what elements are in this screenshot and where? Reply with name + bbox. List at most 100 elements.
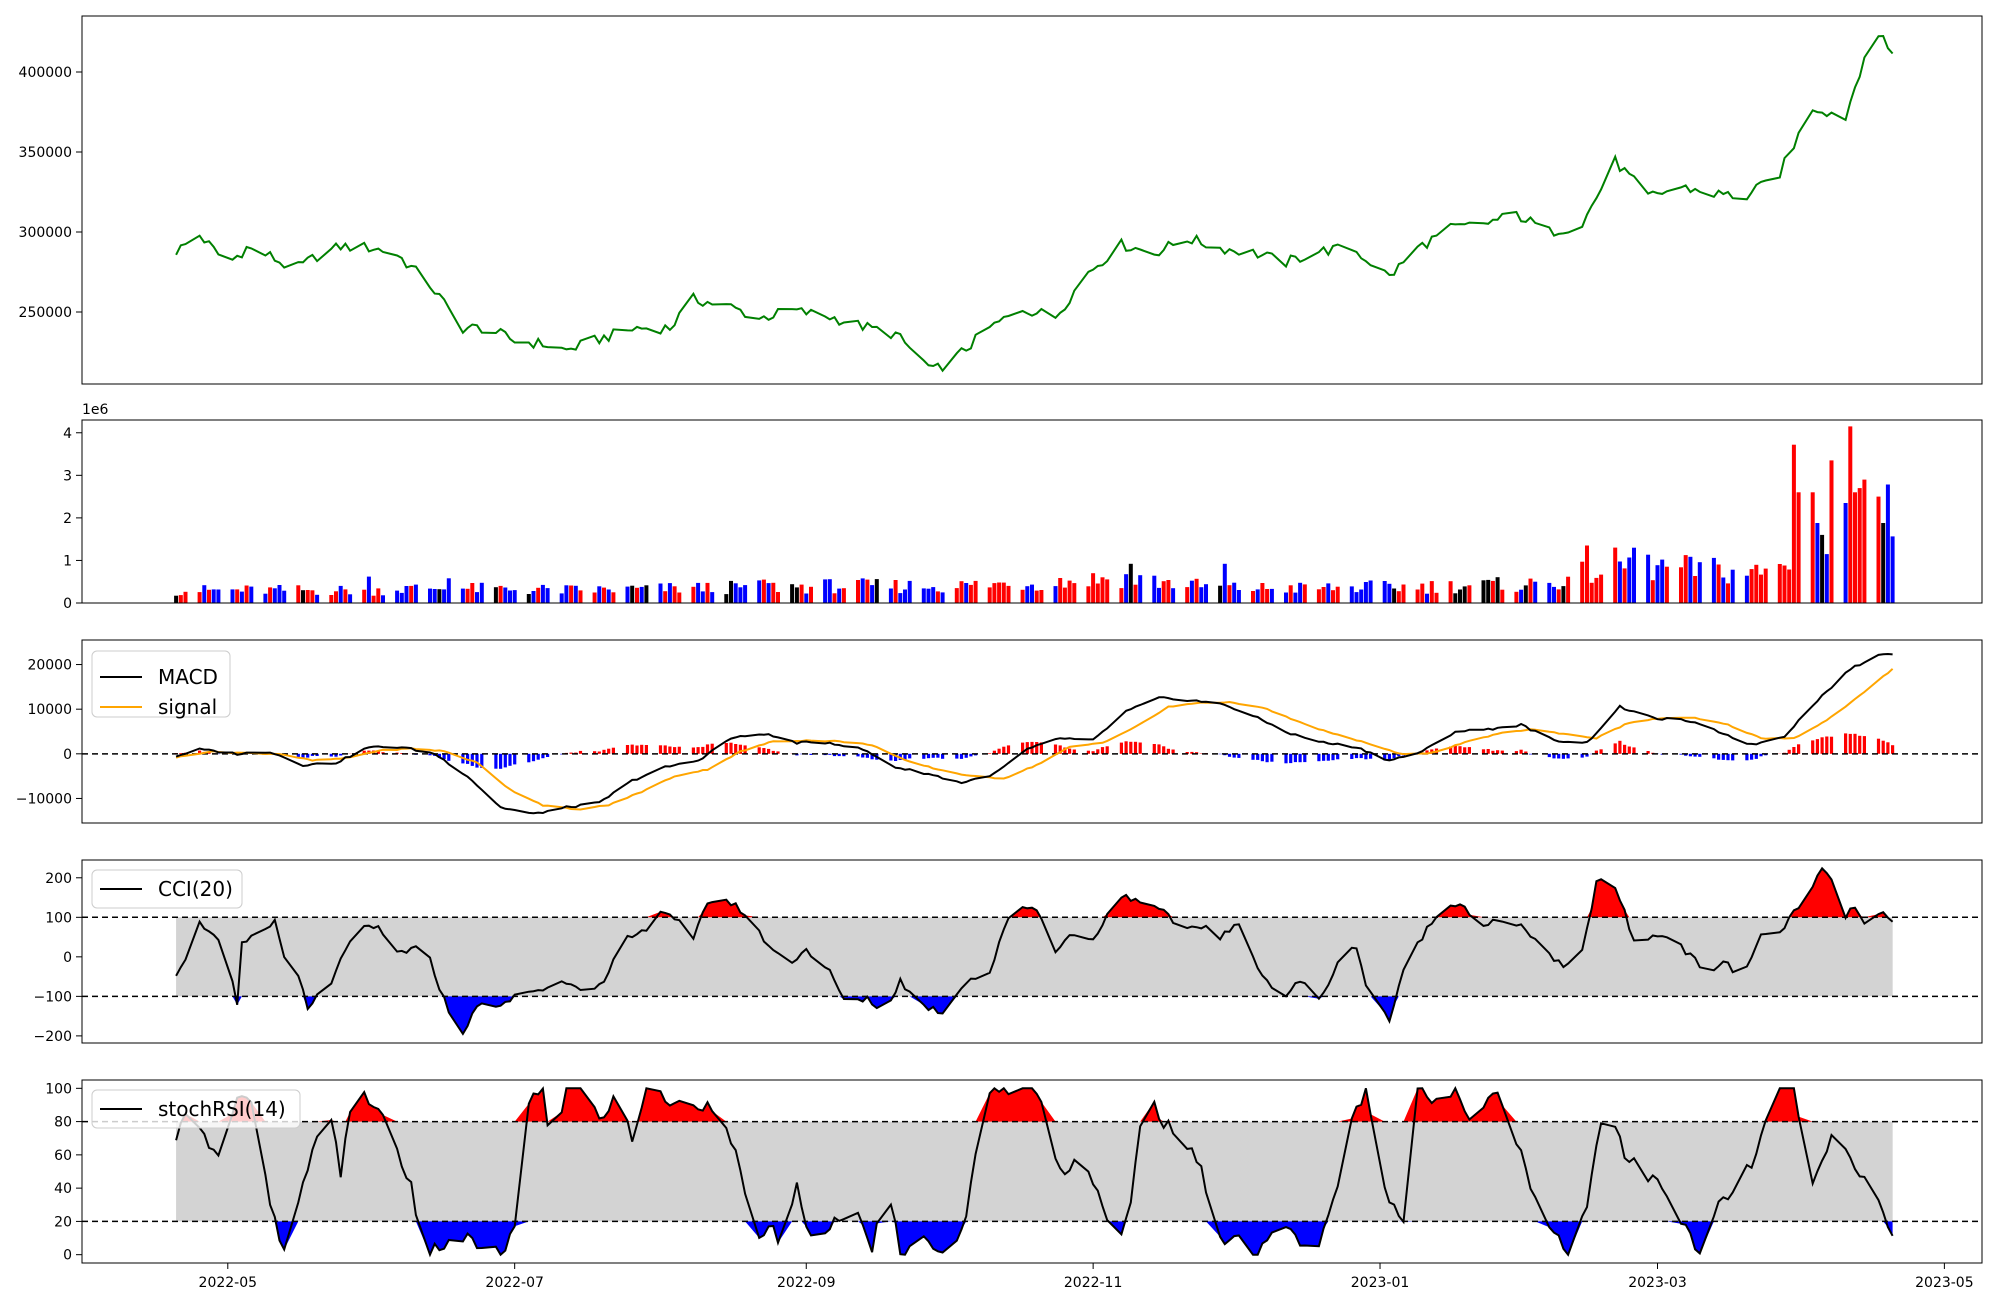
price-ytick-label: 300000: [19, 225, 72, 241]
volume-bar: [931, 587, 936, 603]
volume-bar: [1853, 492, 1857, 603]
stochrsi-ytick-label: 40: [54, 1181, 72, 1197]
volume-bar: [874, 579, 879, 603]
macd-histogram-bar: [1091, 751, 1095, 754]
xtick-label: 2022-09: [777, 1275, 836, 1291]
volume-bar: [545, 588, 550, 603]
macd-histogram-bar: [1331, 753, 1335, 761]
macd-histogram-bar: [710, 743, 714, 754]
volume-bar: [244, 585, 249, 603]
volume-bar: [1519, 589, 1524, 603]
macd-histogram-bar: [296, 753, 300, 758]
volume-bar: [174, 595, 179, 603]
macd-histogram-bar: [776, 751, 780, 754]
macd-histogram-bar: [1397, 753, 1401, 757]
volume-bar: [564, 585, 569, 603]
volume-panel: 0 1 2 3 4 1e6: [63, 402, 1983, 612]
volume-bar: [644, 585, 649, 603]
volume-bar: [1726, 583, 1730, 603]
volume-bar: [343, 589, 348, 603]
volume-bar: [635, 587, 639, 603]
volume-bar: [1617, 561, 1622, 603]
macd-histogram-bar: [437, 753, 441, 758]
macd-line: [175, 652, 1893, 815]
volume-bar: [1368, 580, 1373, 603]
volume-bar: [639, 586, 644, 603]
macd-histogram-bar: [1731, 753, 1735, 761]
macd-histogram-bar: [1053, 744, 1058, 754]
volume-bar: [1429, 581, 1434, 603]
volume-bar: [997, 582, 1002, 603]
volume-ytick-label: 2: [63, 511, 72, 527]
volume-bar: [1255, 589, 1260, 603]
volume-bar: [790, 584, 795, 603]
volume-bar: [1716, 564, 1721, 603]
volume-bar: [1679, 567, 1683, 603]
signal-line: [175, 668, 1894, 811]
volume-bar: [841, 588, 846, 603]
macd-histogram-bar: [569, 752, 573, 754]
volume-bar: [1354, 592, 1359, 603]
macd-histogram-bar: [306, 753, 310, 758]
volume-bar: [1185, 587, 1190, 603]
macd-histogram-bar: [1270, 753, 1274, 762]
macd-histogram-bar: [475, 753, 479, 768]
macd-histogram-bar: [894, 753, 898, 761]
volume-bar: [1157, 587, 1161, 603]
macd-histogram-bar: [1086, 750, 1090, 754]
macd-histogram-bar: [1152, 744, 1156, 754]
volume-bar: [898, 593, 903, 603]
cci-ytick-label: −100: [34, 989, 72, 1005]
macd-legend-box: [91, 650, 231, 718]
volume-bar: [870, 585, 875, 603]
macd-histogram-bar: [1190, 751, 1194, 754]
volume-bar: [1664, 566, 1669, 603]
macd-histogram-bar: [734, 744, 738, 754]
volume-bar: [1824, 554, 1829, 603]
macd-histogram-bar: [795, 753, 799, 756]
macd-histogram-bar: [1453, 745, 1457, 754]
volume-bar: [211, 589, 216, 603]
macd-histogram-bar: [705, 744, 710, 754]
volume-bar: [362, 589, 367, 603]
volume-bar: [959, 581, 964, 603]
volume-bar: [1302, 584, 1307, 603]
macd-ytick-label: 10000: [27, 702, 72, 718]
stochrsi-overbought-fill: [176, 1088, 1893, 1122]
volume-bar: [1730, 569, 1735, 603]
macd-histogram-bar: [955, 753, 959, 759]
xtick-label: 2022-07: [485, 1275, 544, 1291]
macd-histogram-bar: [499, 753, 503, 769]
volume-bar: [733, 583, 738, 603]
volume-bar: [479, 582, 484, 603]
stochrsi-band: [176, 1121, 1893, 1222]
volume-bar: [1885, 484, 1890, 603]
volume-bar: [498, 585, 503, 603]
macd-histogram-bar: [1787, 749, 1791, 754]
volume-bar: [470, 583, 475, 603]
volume-bar: [663, 591, 668, 603]
volume-bar: [823, 579, 828, 603]
volume-bar: [1133, 584, 1138, 603]
volume-ytick-label: 3: [63, 468, 72, 484]
volume-bar: [1260, 583, 1265, 603]
volume-bar: [1462, 586, 1467, 603]
cci-line: [175, 866, 1894, 1036]
macd-histogram-bar: [1171, 749, 1175, 754]
macd-histogram-bar: [1251, 753, 1255, 760]
macd-histogram-bar: [1387, 753, 1391, 760]
volume-bar: [1585, 545, 1589, 603]
volume-bar: [526, 594, 531, 603]
macd-histogram-bar: [310, 753, 314, 756]
macd-histogram-bar: [1561, 753, 1565, 759]
volume-bars: [174, 426, 1895, 603]
volume-bar: [1161, 581, 1166, 603]
volume-bar: [348, 594, 353, 603]
cci-ytick-label: 0: [63, 950, 72, 966]
volume-bar: [1500, 589, 1505, 603]
volume-bar: [249, 586, 254, 603]
volume-bar: [1387, 583, 1392, 603]
volume-bar: [207, 589, 211, 603]
volume-bar: [860, 578, 865, 603]
volume-bar: [1124, 574, 1129, 603]
